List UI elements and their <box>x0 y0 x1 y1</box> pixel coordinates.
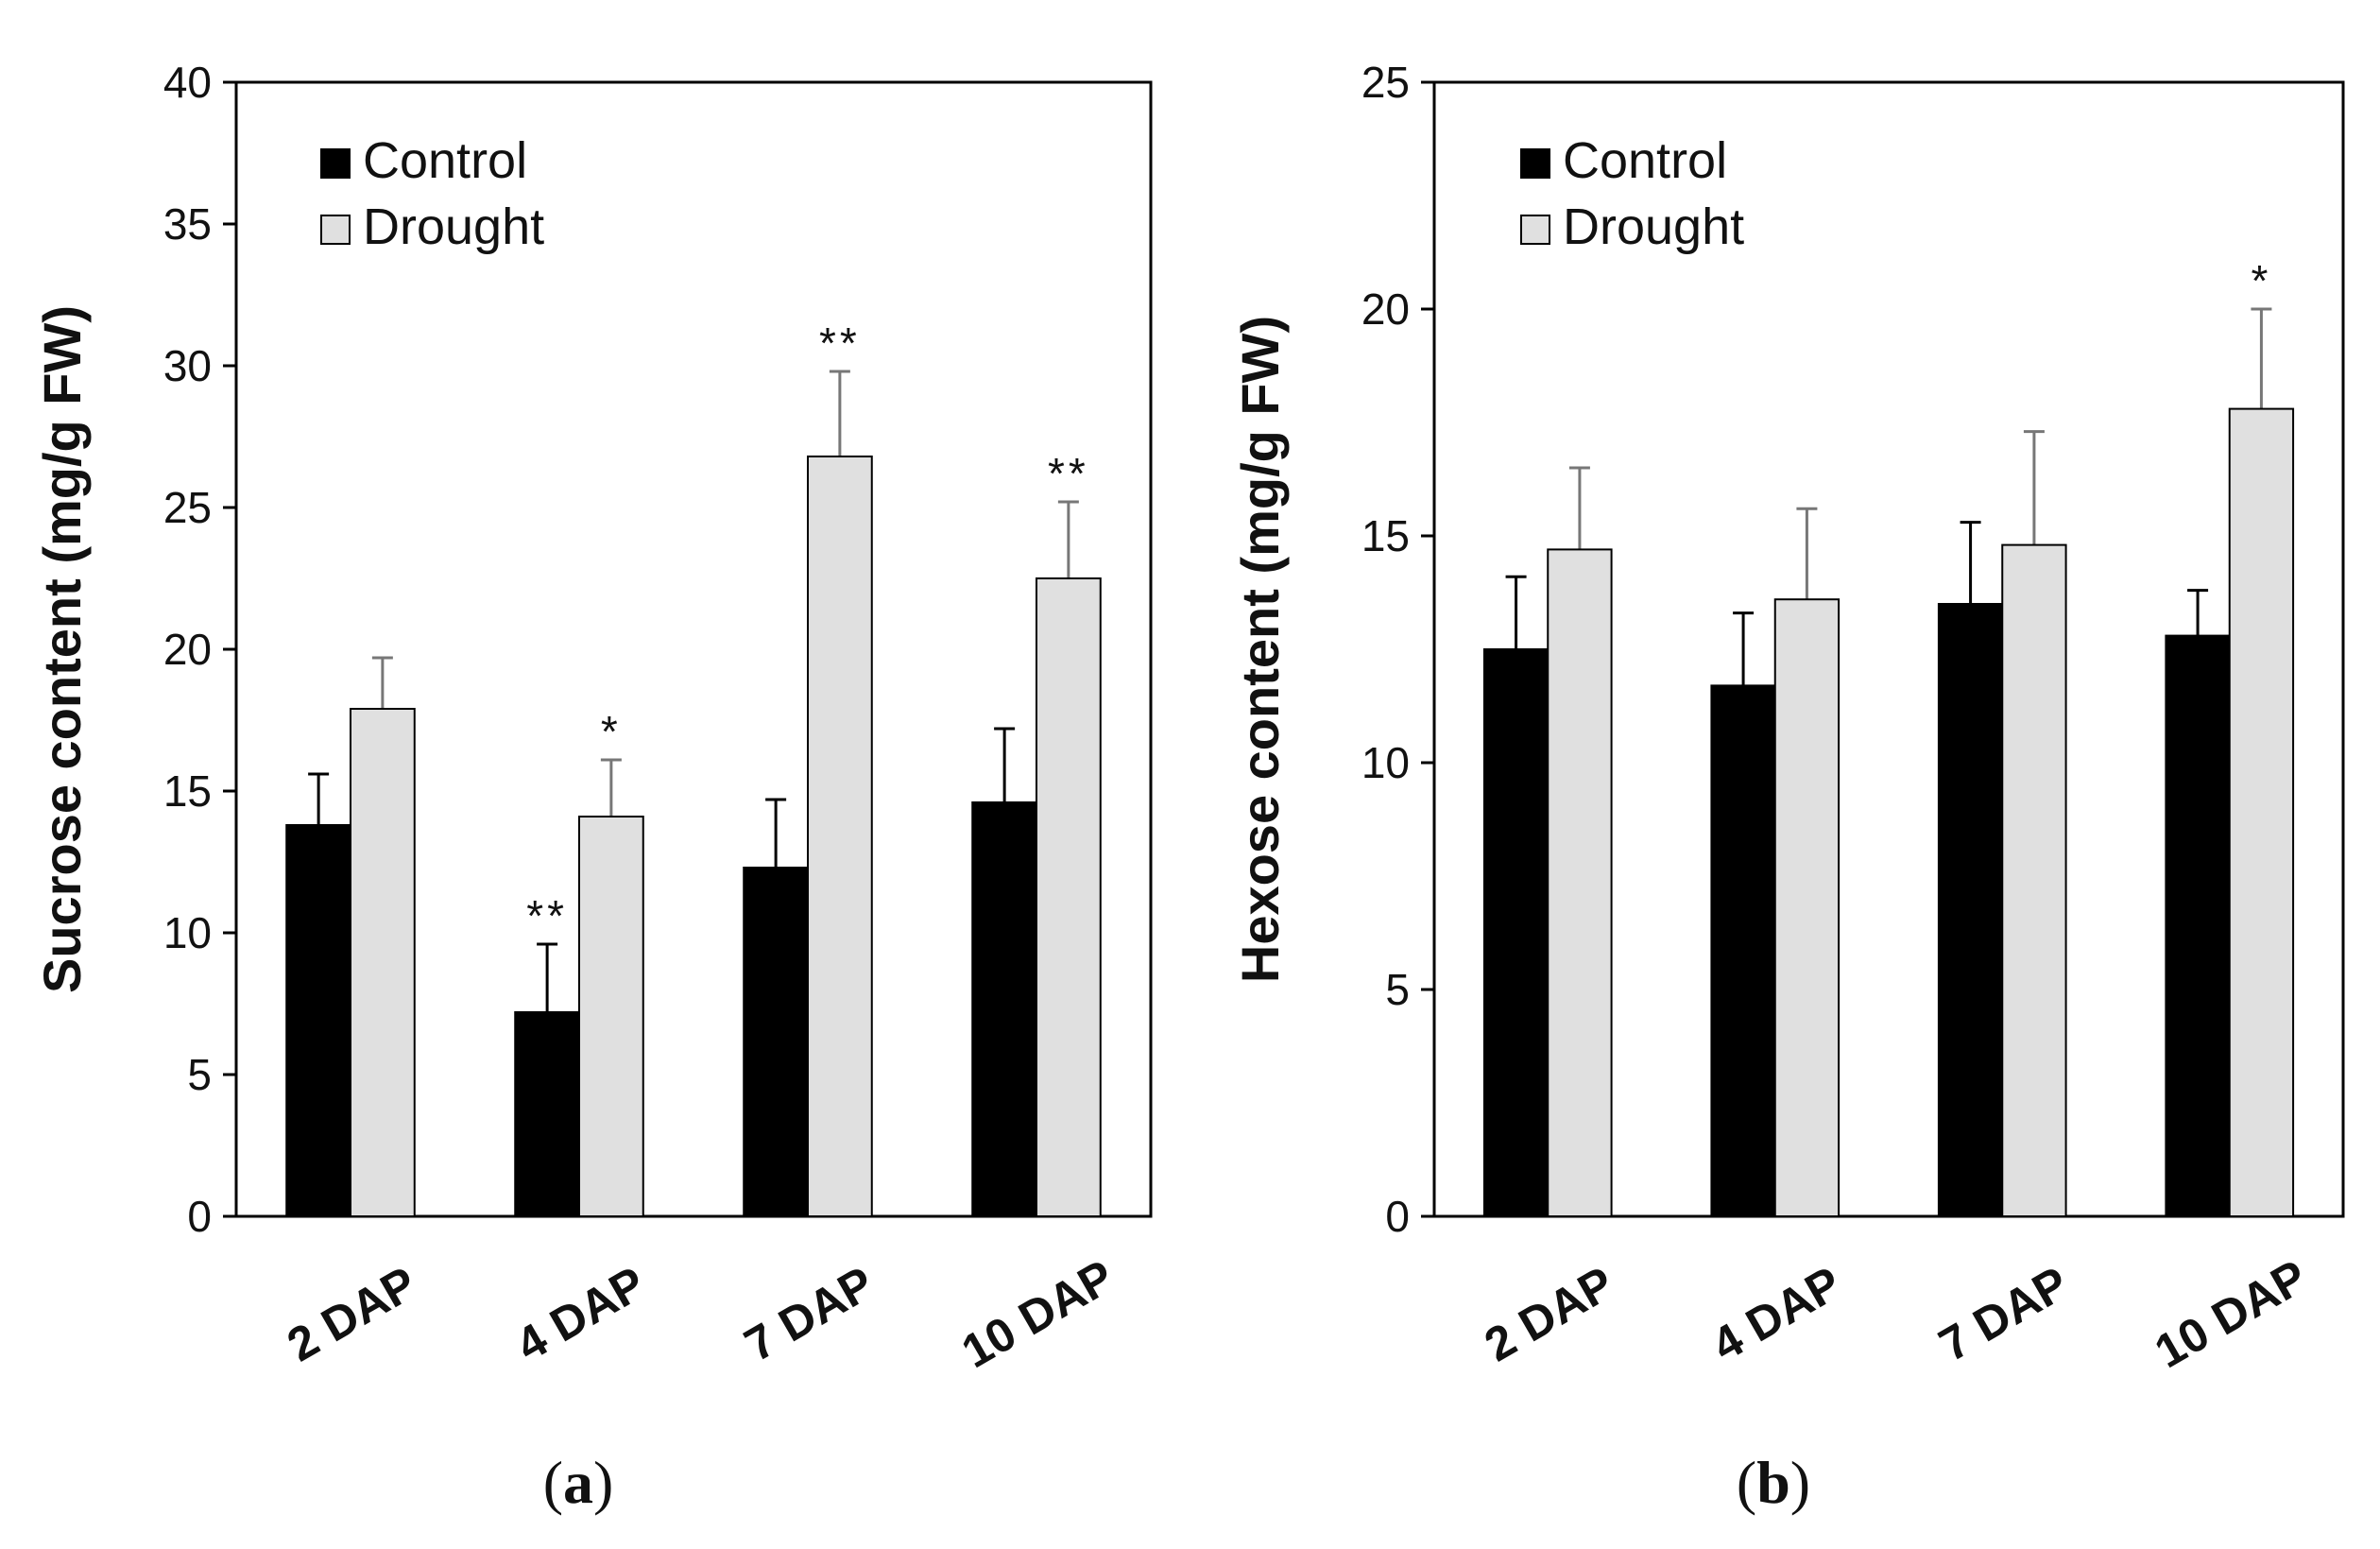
significance-marker: ** <box>1048 449 1089 498</box>
panel-label: (a) <box>543 1449 614 1516</box>
bar-drought-7-dap <box>2001 543 2067 1217</box>
bar-control-7-dap <box>1937 603 2004 1217</box>
legend-label-drought: Drought <box>363 198 544 255</box>
significance-marker: ** <box>526 891 568 940</box>
bar-drought-4-dap <box>1773 598 1841 1217</box>
bar-drought-4-dap <box>578 816 644 1217</box>
significance-marker: * <box>2251 256 2271 305</box>
y-tick-label: 15 <box>163 766 212 816</box>
bar-drought-7-dap <box>807 456 873 1217</box>
y-tick-label: 30 <box>163 341 212 390</box>
legend-label-control: Control <box>1563 132 1727 189</box>
panel-letter: a <box>563 1449 593 1516</box>
panel-letter: b <box>1756 1449 1790 1516</box>
bar-control-10-dap <box>971 801 1037 1217</box>
bar-control-2-dap <box>285 824 351 1217</box>
significance-marker: ** <box>819 318 861 368</box>
bar-control-2-dap <box>1482 648 1550 1217</box>
legend: Control Drought <box>320 132 544 255</box>
bar-control-7-dap <box>743 867 809 1217</box>
legend-swatch-control <box>320 148 351 179</box>
y-tick-label: 15 <box>1361 511 1410 560</box>
bar-control-4-dap <box>514 1011 580 1217</box>
y-tick-label: 40 <box>163 58 212 107</box>
bar-control-10-dap <box>2165 634 2231 1217</box>
y-tick-label: 0 <box>187 1192 212 1241</box>
y-tick-label: 0 <box>1385 1192 1410 1241</box>
legend-swatch-drought <box>1520 215 1550 245</box>
bar-control-4-dap <box>1710 684 1776 1217</box>
legend-swatch-drought <box>320 215 351 245</box>
legend-label-control: Control <box>363 132 527 189</box>
y-tick-label: 20 <box>1361 284 1410 334</box>
plot-frame <box>1432 80 2345 1218</box>
legend-label-drought: Drought <box>1563 198 1744 255</box>
y-tick-label: 25 <box>163 483 212 532</box>
chart-panel-a: 0 5 10 15 20 25 30 35 40 Sucrose content (mg/g FW… <box>32 58 1153 1516</box>
bar-drought-2-dap <box>350 708 416 1217</box>
y-tick-label: 20 <box>163 625 212 674</box>
y-axis-label: Sucrose content (mg/g FW) <box>32 305 92 993</box>
y-tick-label: 25 <box>1361 58 1410 107</box>
bar-drought-10-dap <box>2228 407 2295 1218</box>
significance-marker: * <box>601 707 622 756</box>
panel-label: (b) <box>1737 1449 1810 1516</box>
y-tick-label: 10 <box>163 908 212 957</box>
y-tick-label: 10 <box>1361 738 1410 787</box>
y-tick-label: 5 <box>187 1050 212 1099</box>
y-tick-label: 35 <box>163 199 212 249</box>
bar-drought-2-dap <box>1547 548 1613 1217</box>
bar-drought-10-dap <box>1036 577 1102 1217</box>
legend-swatch-control <box>1520 148 1550 179</box>
y-axis-label: Hexose content (mg/g FW) <box>1230 316 1290 983</box>
legend: Control Drought <box>1520 132 1744 255</box>
y-tick-label: 5 <box>1385 965 1410 1014</box>
